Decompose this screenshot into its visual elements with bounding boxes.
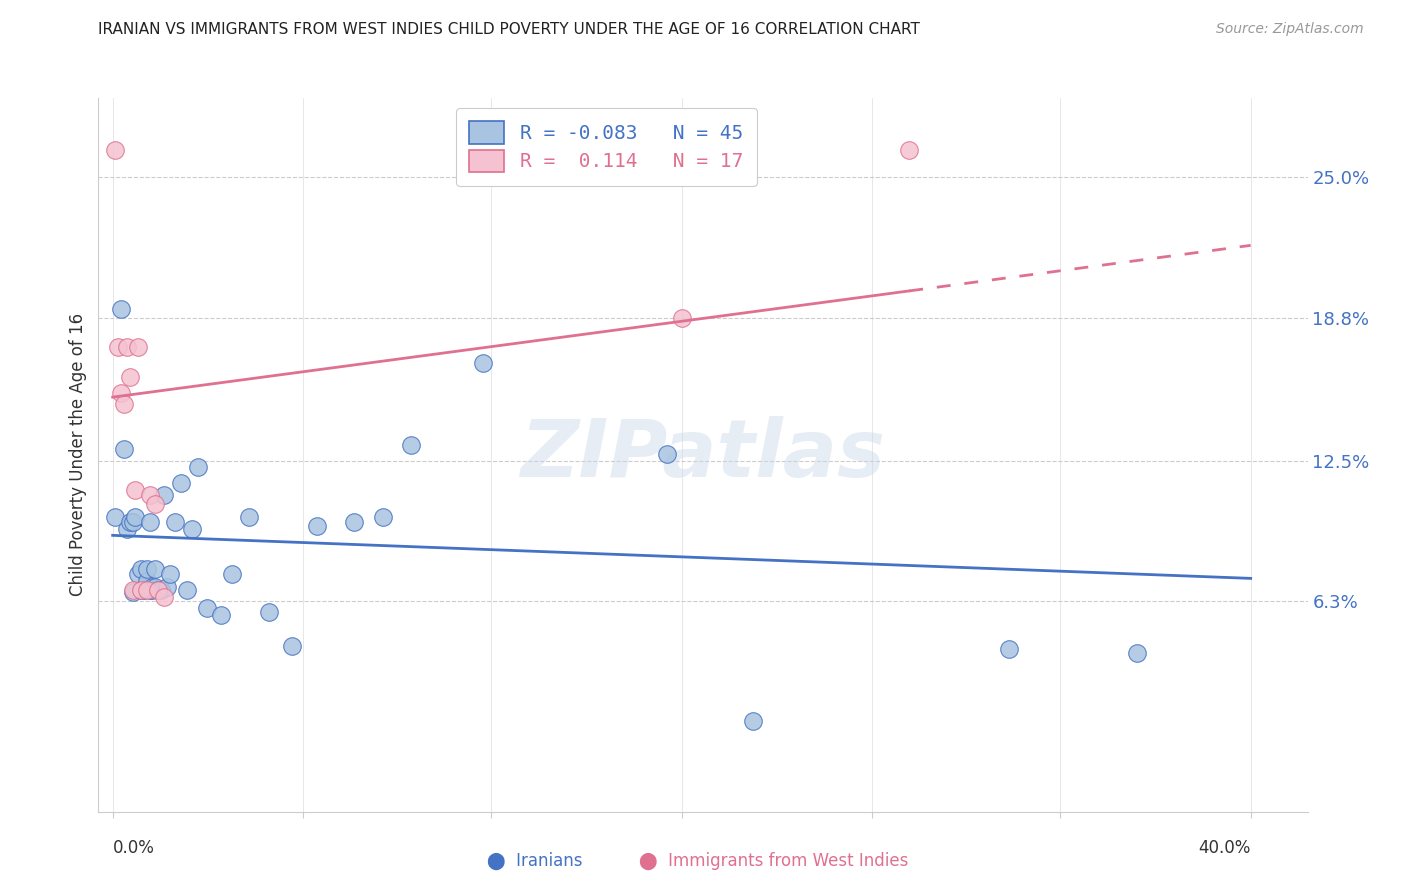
Point	[129, 582, 152, 597]
Point	[307, 519, 329, 533]
Point	[141, 582, 163, 597]
Point	[129, 562, 152, 576]
Point	[118, 369, 141, 384]
Point	[401, 438, 423, 452]
Point	[998, 641, 1021, 656]
Point	[112, 442, 135, 457]
Point	[195, 600, 218, 615]
Point	[104, 143, 127, 157]
Point	[104, 510, 127, 524]
Point	[141, 581, 163, 595]
Point	[150, 582, 173, 597]
Point	[159, 566, 181, 581]
Point	[146, 582, 169, 597]
Point	[138, 487, 160, 501]
Point	[170, 476, 193, 491]
Point	[124, 483, 146, 497]
Point	[110, 385, 132, 400]
Point	[471, 356, 494, 370]
Point	[146, 582, 169, 597]
Point	[156, 581, 179, 595]
Point	[238, 510, 260, 524]
Point	[209, 607, 232, 622]
Point	[257, 606, 280, 620]
Point	[127, 566, 149, 581]
Point	[121, 585, 143, 599]
Point	[135, 562, 157, 576]
Point	[121, 515, 143, 529]
Point	[741, 714, 763, 728]
Point	[129, 582, 152, 597]
Text: ⬤  Iranians: ⬤ Iranians	[486, 852, 582, 870]
Point	[124, 510, 146, 524]
Point	[115, 340, 138, 354]
Point	[135, 574, 157, 588]
Point	[112, 397, 135, 411]
Text: ZIPatlas: ZIPatlas	[520, 416, 886, 494]
Point	[107, 340, 129, 354]
Point	[898, 143, 921, 157]
Point	[138, 582, 160, 597]
Legend: R = -0.083   N = 45, R =  0.114   N = 17: R = -0.083 N = 45, R = 0.114 N = 17	[456, 108, 756, 186]
Point	[343, 515, 366, 529]
Point	[181, 522, 204, 536]
Point	[153, 590, 176, 604]
Point	[118, 515, 141, 529]
Point	[132, 582, 155, 597]
Point	[153, 487, 176, 501]
Point	[143, 497, 166, 511]
Point	[127, 340, 149, 354]
Point	[143, 562, 166, 576]
Point	[115, 522, 138, 536]
Point	[135, 582, 157, 597]
Point	[165, 515, 187, 529]
Point	[657, 447, 679, 461]
Text: ⬤  Immigrants from West Indies: ⬤ Immigrants from West Indies	[638, 852, 908, 870]
Point	[143, 581, 166, 595]
Point	[121, 582, 143, 597]
Point	[187, 460, 209, 475]
Text: Source: ZipAtlas.com: Source: ZipAtlas.com	[1216, 22, 1364, 37]
Point	[671, 310, 693, 325]
Text: 40.0%: 40.0%	[1198, 838, 1251, 857]
Text: 0.0%: 0.0%	[112, 838, 155, 857]
Y-axis label: Child Poverty Under the Age of 16: Child Poverty Under the Age of 16	[69, 313, 87, 597]
Point	[1126, 646, 1149, 660]
Point	[221, 566, 243, 581]
Point	[110, 301, 132, 316]
Point	[176, 582, 198, 597]
Point	[371, 510, 394, 524]
Text: IRANIAN VS IMMIGRANTS FROM WEST INDIES CHILD POVERTY UNDER THE AGE OF 16 CORRELA: IRANIAN VS IMMIGRANTS FROM WEST INDIES C…	[98, 22, 921, 37]
Point	[281, 640, 304, 654]
Point	[138, 515, 160, 529]
